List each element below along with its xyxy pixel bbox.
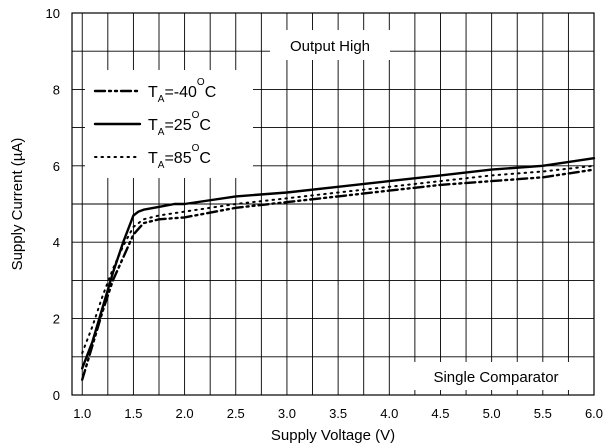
single-comparator-box xyxy=(408,362,586,390)
y-tick-label: 4 xyxy=(53,235,60,250)
y-tick-label: 0 xyxy=(53,388,60,403)
x-tick-label: 3.0 xyxy=(278,406,296,421)
y-tick-label: 8 xyxy=(53,82,60,97)
legend-label-part: A xyxy=(158,94,165,105)
legend-label-part: T xyxy=(148,150,158,167)
x-axis-ticks: 1.0 1.5 2.0 2.5 3.0 3.5 4.0 4.5 5.0 5.5 6.0 xyxy=(73,406,603,421)
legend-label-part: O xyxy=(197,77,205,88)
series-line-1 xyxy=(81,157,596,370)
legend-label-part: C xyxy=(199,150,211,167)
legend-label-0: TA=-40OC xyxy=(148,77,216,105)
y-axis-label: Supply Current (µA) xyxy=(9,138,26,271)
legend-label-part: A xyxy=(158,160,165,171)
x-tick-label: 1.0 xyxy=(73,406,91,421)
legend-label-2: TA=85OC xyxy=(148,143,211,171)
legend-label-part: O xyxy=(192,110,200,121)
y-tick-label: 2 xyxy=(53,312,60,327)
legend-label-part: =25 xyxy=(164,117,191,134)
output-high-annotation: Output High xyxy=(290,38,370,55)
output-high-box xyxy=(270,30,390,60)
x-tick-label: 2.0 xyxy=(176,406,194,421)
series-layer xyxy=(81,157,596,381)
x-axis-label: Supply Voltage (V) xyxy=(271,427,395,444)
legend-label-part: C xyxy=(199,117,211,134)
legend-label-part: O xyxy=(192,143,200,154)
x-tick-label: 2.5 xyxy=(227,406,245,421)
single-comparator-annotation: Single Comparator xyxy=(433,369,558,386)
x-tick-label: 1.5 xyxy=(124,406,142,421)
legend-label-part: =-40 xyxy=(164,84,197,101)
y-tick-label: 10 xyxy=(46,6,60,21)
legend-label-part: T xyxy=(148,117,158,134)
y-tick-label: 6 xyxy=(53,159,60,174)
legend-label-part: =85 xyxy=(164,150,191,167)
legend-label-part: T xyxy=(148,84,158,101)
legend-label-part: A xyxy=(158,127,165,138)
x-tick-label: 6.0 xyxy=(585,406,603,421)
x-tick-label: 5.0 xyxy=(483,406,501,421)
series-line-0 xyxy=(81,168,596,381)
x-tick-label: 4.0 xyxy=(380,406,398,421)
y-axis-ticks: 0 2 4 6 8 10 xyxy=(46,6,60,403)
legend-label-part: C xyxy=(205,84,217,101)
series-line-2 xyxy=(81,164,595,354)
x-tick-label: 3.5 xyxy=(329,406,347,421)
plot-frame xyxy=(71,12,595,396)
x-tick-label: 4.5 xyxy=(431,406,449,421)
legend-label-1: TA=25OC xyxy=(148,110,211,138)
x-tick-label: 5.5 xyxy=(534,406,552,421)
